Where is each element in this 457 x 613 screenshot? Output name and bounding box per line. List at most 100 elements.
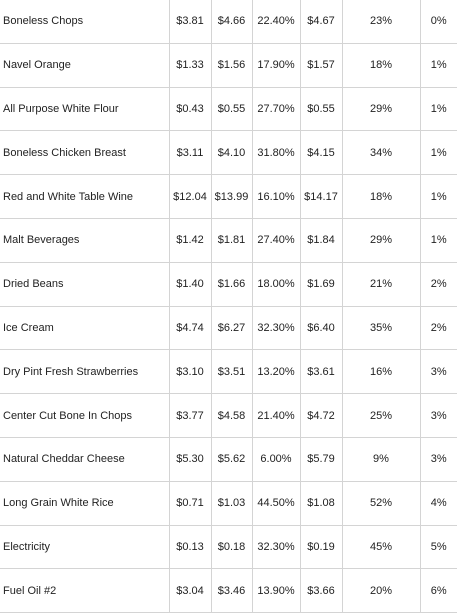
table-row: Malt Beverages $1.42 $1.81 27.40% $1.84 29% 1% [0, 217, 457, 263]
percent-cell: 6% [419, 568, 457, 613]
item-name: Ice Cream [0, 305, 170, 351]
price-cell: $3.81 [168, 0, 212, 44]
table-row: Natural Cheddar Cheese $5.30 $5.62 6.00% $5.… [0, 436, 457, 482]
percent-cell: 21% [341, 261, 421, 307]
item-name: All Purpose White Flour [0, 86, 170, 132]
percent-cell: 1% [419, 86, 457, 132]
percent-cell: 18% [341, 42, 421, 88]
price-cell: $3.51 [210, 349, 253, 395]
price-cell: $4.66 [210, 0, 253, 44]
table-row: All Purpose White Flour $0.43 $0.55 27.70% $… [0, 86, 457, 132]
table-row: Ice Cream $4.74 $6.27 32.30% $6.40 35% 2% [0, 305, 457, 351]
price-cell: $4.10 [210, 130, 253, 176]
percent-cell: 1% [419, 42, 457, 88]
price-cell: $3.10 [168, 349, 212, 395]
item-name: Navel Orange [0, 42, 170, 88]
table-row: Long Grain White Rice $0.71 $1.03 44.50% $1.… [0, 480, 457, 526]
table-row: Navel Orange $1.33 $1.56 17.90% $1.57 18% 1% [0, 42, 457, 88]
item-name: Long Grain White Rice [0, 480, 170, 526]
price-cell: $3.04 [168, 568, 212, 613]
percent-cell: 27.70% [251, 86, 301, 132]
percent-cell: 44.50% [251, 480, 301, 526]
price-cell: $0.43 [168, 86, 212, 132]
percent-cell: 23% [341, 0, 421, 44]
percent-cell: 9% [341, 436, 421, 482]
percent-cell: 1% [419, 130, 457, 176]
price-cell: $1.57 [299, 42, 343, 88]
percent-cell: 45% [341, 524, 421, 570]
percent-cell: 1% [419, 217, 457, 263]
item-name: Malt Beverages [0, 217, 170, 263]
item-name: Boneless Chops [0, 0, 170, 44]
table-row: Electricity $0.13 $0.18 32.30% $0.19 45% 5% [0, 524, 457, 570]
percent-cell: 16% [341, 349, 421, 395]
percent-cell: 22.40% [251, 0, 301, 44]
percent-cell: 3% [419, 393, 457, 438]
percent-cell: 25% [341, 393, 421, 438]
price-cell: $0.13 [168, 524, 212, 570]
price-cell: $4.15 [299, 130, 343, 176]
price-cell: $3.66 [299, 568, 343, 613]
percent-cell: 3% [419, 436, 457, 482]
price-cell: $5.79 [299, 436, 343, 482]
price-cell: $6.40 [299, 305, 343, 351]
price-cell: $4.58 [210, 393, 253, 438]
percent-cell: 21.40% [251, 393, 301, 438]
percent-cell: 31.80% [251, 130, 301, 176]
price-cell: $3.77 [168, 393, 212, 438]
percent-cell: 35% [341, 305, 421, 351]
percent-cell: 1% [419, 174, 457, 219]
percent-cell: 29% [341, 86, 421, 132]
price-cell: $1.03 [210, 480, 253, 526]
price-cell: $1.40 [168, 261, 212, 307]
price-cell: $4.67 [299, 0, 343, 44]
item-name: Fuel Oil #2 [0, 568, 170, 613]
percent-cell: 3% [419, 349, 457, 395]
table-row: Dried Beans $1.40 $1.66 18.00% $1.69 21% 2% [0, 261, 457, 307]
price-cell: $0.55 [210, 86, 253, 132]
percent-cell: 32.30% [251, 305, 301, 351]
percent-cell: 2% [419, 305, 457, 351]
price-cell: $0.55 [299, 86, 343, 132]
price-cell: $14.17 [299, 174, 343, 219]
percent-cell: 27.40% [251, 217, 301, 263]
percent-cell: 6.00% [251, 436, 301, 482]
price-cell: $3.11 [168, 130, 212, 176]
price-cell: $1.66 [210, 261, 253, 307]
price-cell: $6.27 [210, 305, 253, 351]
percent-cell: 18% [341, 174, 421, 219]
percent-cell: 17.90% [251, 42, 301, 88]
percent-cell: 18.00% [251, 261, 301, 307]
price-cell: $1.56 [210, 42, 253, 88]
percent-cell: 4% [419, 480, 457, 526]
price-cell: $0.19 [299, 524, 343, 570]
percent-cell: 34% [341, 130, 421, 176]
price-cell: $0.71 [168, 480, 212, 526]
item-name: Red and White Table Wine [0, 174, 170, 219]
table-row: Boneless Chicken Breast $3.11 $4.10 31.80% $… [0, 130, 457, 176]
percent-cell: 29% [341, 217, 421, 263]
percent-cell: 20% [341, 568, 421, 613]
price-cell: $1.42 [168, 217, 212, 263]
percent-cell: 2% [419, 261, 457, 307]
price-cell: $0.18 [210, 524, 253, 570]
price-cell: $13.99 [210, 174, 253, 219]
percent-cell: 0% [419, 0, 457, 44]
table-row: Red and White Table Wine $12.04 $13.99 16.1… [0, 174, 457, 219]
item-name: Center Cut Bone In Chops [0, 393, 170, 438]
price-cell: $3.46 [210, 568, 253, 613]
price-cell: $5.62 [210, 436, 253, 482]
item-name: Dry Pint Fresh Strawberries [0, 349, 170, 395]
price-cell: $12.04 [168, 174, 212, 219]
percent-cell: 13.20% [251, 349, 301, 395]
price-cell: $1.84 [299, 217, 343, 263]
price-cell: $5.30 [168, 436, 212, 482]
table-row: Fuel Oil #2 $3.04 $3.46 13.90% $3.66 20% 6% [0, 568, 457, 613]
item-name: Boneless Chicken Breast [0, 130, 170, 176]
price-cell: $3.61 [299, 349, 343, 395]
percent-cell: 16.10% [251, 174, 301, 219]
price-cell: $1.69 [299, 261, 343, 307]
percent-cell: 32.30% [251, 524, 301, 570]
item-name: Dried Beans [0, 261, 170, 307]
